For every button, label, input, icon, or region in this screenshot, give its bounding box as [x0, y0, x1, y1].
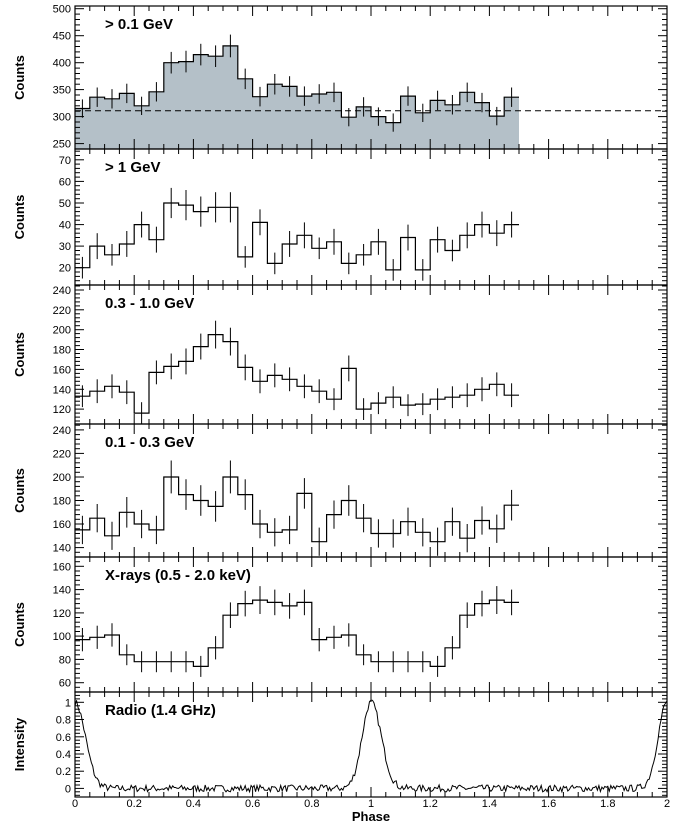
panel-title: 0.1 - 0.3 GeV — [105, 434, 194, 451]
panel-b0310: 120 140 160 180 200 220 240 0.3 - 1.0 GeV Counts — [12, 284, 668, 425]
y-axis-label: Counts — [12, 468, 27, 513]
y-tick-label: 220 — [53, 448, 71, 460]
step-line-xray — [75, 599, 519, 667]
y-tick-label: 350 — [53, 85, 71, 97]
y-axis-label: Intensity — [12, 717, 27, 771]
panel-data-b0103 — [75, 460, 519, 556]
step-line-gt1 — [75, 202, 519, 271]
x-tick-label: 0 — [72, 798, 78, 810]
y-axis-label: Counts — [12, 332, 27, 377]
y-tick-label: 160 — [53, 364, 71, 376]
x-tick-label: 1.8 — [600, 798, 615, 810]
y-tick-label: 450 — [53, 31, 71, 43]
y-tick-label: 120 — [53, 608, 71, 620]
y-tick-label: 60 — [59, 176, 71, 188]
y-tick-label: 140 — [53, 384, 71, 396]
y-tick-label: 200 — [53, 325, 71, 337]
x-tick-label: 0.6 — [245, 798, 260, 810]
y-tick-label: 0.4 — [56, 749, 71, 761]
y-tick-label: 1 — [65, 697, 71, 709]
y-tick-label: 180 — [53, 496, 71, 508]
panel-data-b0310 — [75, 320, 519, 424]
y-tick-label: 240 — [53, 285, 71, 297]
x-axis: 0 0.2 0.4 0.6 0.8 1 1.2 1.4 1.6 1.8 2 — [72, 798, 670, 810]
y-tick-label: 0 — [65, 783, 71, 795]
y-tick-label: 20 — [59, 263, 71, 275]
step-line-gt01 — [75, 45, 519, 124]
panel-data-gt1 — [75, 187, 519, 281]
x-tick-label: 1 — [368, 798, 374, 810]
y-tick-label: 240 — [53, 425, 71, 437]
panel-xray: 60 80 100 120 140 160 X-rays (0.5 - 2.0 keV) Co… — [12, 556, 668, 693]
panel-data-gt01 — [75, 34, 667, 149]
y-tick-label: 0.6 — [56, 732, 71, 744]
step-line-b0310 — [75, 334, 519, 414]
y-tick-label: 180 — [53, 345, 71, 357]
y-tick-label: 140 — [53, 585, 71, 597]
y-tick-label: 250 — [53, 139, 71, 151]
y-tick-label: 80 — [59, 654, 71, 666]
y-tick-label: 200 — [53, 472, 71, 484]
x-tick-label: 0.2 — [127, 798, 142, 810]
panel-radio: 0 0.2 0.4 0.6 0.8 1 Radio (1.4 GHz) Intensity — [12, 691, 668, 798]
y-tick-label: 0.2 — [56, 766, 71, 778]
y-axis-label: Counts — [12, 195, 27, 240]
step-line-b0103 — [75, 476, 519, 543]
x-tick-label: 1.2 — [423, 798, 438, 810]
y-tick-label: 120 — [53, 404, 71, 416]
x-axis-label: Phase — [352, 809, 390, 824]
y-tick-label: 220 — [53, 305, 71, 317]
y-tick-label: 300 — [53, 112, 71, 124]
y-tick-label: 400 — [53, 58, 71, 70]
panel-title: Radio (1.4 GHz) — [105, 702, 216, 719]
panel-gt01: 250 300 350 400 450 500 > 0.1 GeV Counts — [12, 4, 668, 151]
y-tick-label: 160 — [53, 519, 71, 531]
x-tick-label: 2 — [664, 798, 670, 810]
panel-title: X-rays (0.5 - 2.0 keV) — [105, 567, 251, 584]
x-tick-label: 0.8 — [304, 798, 319, 810]
y-axis-label: Counts — [12, 602, 27, 647]
panel-title: > 0.1 GeV — [105, 16, 173, 33]
panel-title: > 1 GeV — [105, 159, 160, 176]
y-tick-label: 50 — [59, 198, 71, 210]
x-tick-label: 1.6 — [541, 798, 556, 810]
panel-gt1: 20 30 40 50 60 70 > 1 GeV Counts — [12, 148, 668, 286]
y-tick-label: 40 — [59, 220, 71, 232]
y-tick-label: 70 — [59, 155, 71, 167]
x-tick-label: 1.4 — [482, 798, 497, 810]
y-tick-label: 500 — [53, 4, 71, 16]
panel-b0103: 140 160 180 200 220 240 0.1 - 0.3 GeV Counts — [12, 423, 668, 558]
y-axis-label: Counts — [12, 55, 27, 100]
y-tick-label: 0.8 — [56, 715, 71, 727]
y-tick-label: 100 — [53, 631, 71, 643]
y-tick-label: 60 — [59, 678, 71, 690]
panel-data-xray — [75, 586, 519, 677]
y-tick-label: 30 — [59, 241, 71, 253]
panel-title: 0.3 - 1.0 GeV — [105, 295, 194, 312]
y-tick-label: 160 — [53, 561, 71, 573]
y-tick-label: 140 — [53, 543, 71, 555]
x-tick-label: 0.4 — [186, 798, 201, 810]
